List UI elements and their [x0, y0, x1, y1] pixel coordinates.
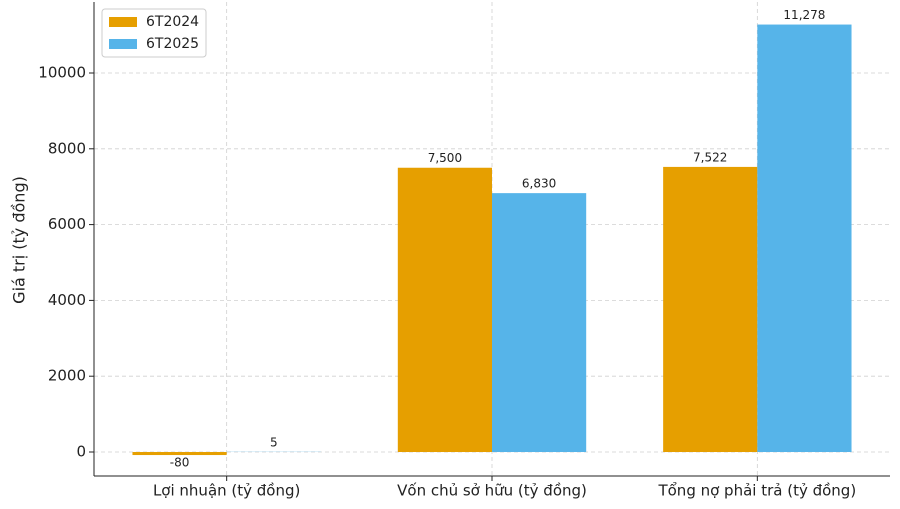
y-tick-label: 6000: [48, 215, 86, 233]
y-tick-label: 4000: [48, 291, 86, 309]
legend-swatch: [109, 39, 137, 49]
bar: [132, 452, 227, 456]
x-tick-label: Tổng nợ phải trả (tỷ đồng): [657, 482, 856, 500]
legend-label: 6T2025: [146, 36, 199, 52]
bar: [492, 193, 587, 453]
y-tick-label: 0: [76, 443, 86, 461]
bar: [397, 167, 492, 453]
x-tick-label: Vốn chủ sở hữu (tỷ đồng): [397, 482, 587, 500]
y-tick-label: 10000: [38, 63, 86, 81]
y-tick-label: 8000: [48, 139, 86, 157]
legend-swatch: [109, 17, 137, 27]
bar: [663, 166, 758, 453]
bar: [757, 24, 852, 453]
value-label: -80: [170, 456, 190, 470]
value-label: 7,522: [693, 150, 727, 164]
y-axis-label: Giá trị (tỷ đồng): [10, 176, 29, 304]
y-tick-label: 2000: [48, 367, 86, 385]
x-tick-label: Lợi nhuận (tỷ đồng): [153, 482, 300, 500]
value-label: 11,278: [783, 8, 825, 22]
value-label: 5: [270, 435, 278, 449]
legend-label: 6T2024: [146, 14, 199, 30]
value-label: 7,500: [428, 151, 462, 165]
value-label: 6,830: [522, 177, 556, 191]
